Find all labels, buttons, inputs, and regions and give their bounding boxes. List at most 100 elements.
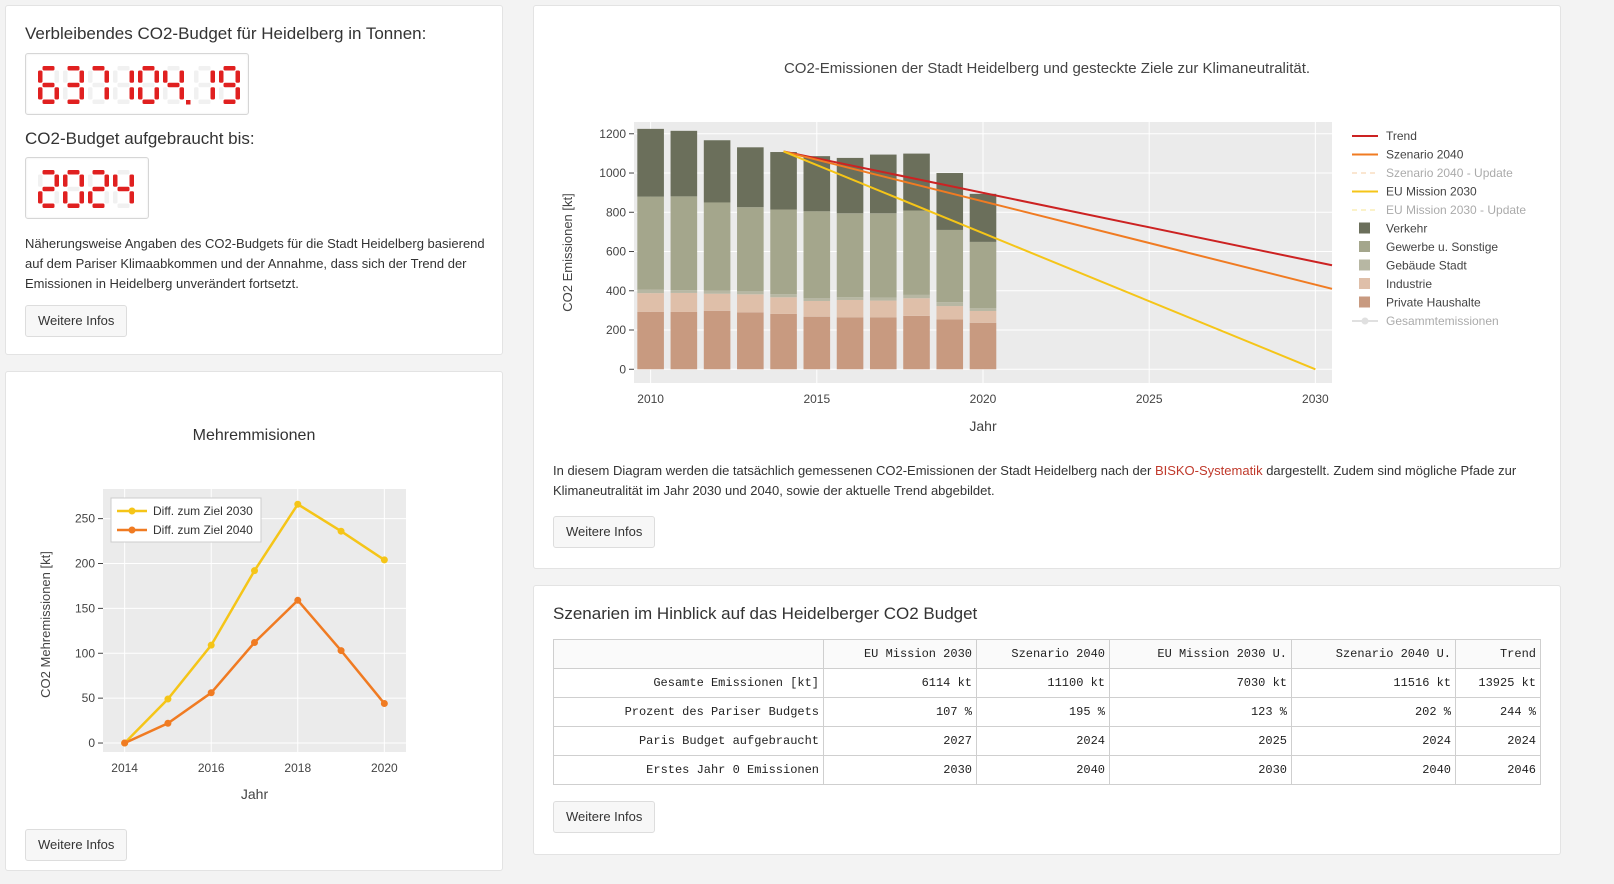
chart-title: CO2-Emissionen der Stadt Heidelberg und … bbox=[784, 60, 1310, 77]
legend-label: Szenario 2040 bbox=[1386, 148, 1464, 162]
table-cell: 107 % bbox=[823, 697, 977, 727]
bar-segment bbox=[803, 300, 831, 317]
lcd-segment-off bbox=[88, 70, 93, 83]
legend-marker-swatch bbox=[128, 526, 136, 534]
y-tick-label: 0 bbox=[619, 362, 626, 376]
bar-segment bbox=[737, 312, 764, 370]
x-axis-label: Jahr bbox=[241, 786, 269, 802]
bar-segment bbox=[803, 298, 831, 301]
lcd-segment bbox=[210, 87, 215, 100]
bar-segment bbox=[903, 298, 930, 316]
legend-item: EU Mission 2030 bbox=[1352, 185, 1477, 199]
lcd-segment bbox=[79, 191, 84, 204]
table-cell: 2024 bbox=[976, 726, 1110, 756]
bar-segment bbox=[770, 297, 797, 314]
lcd-segment-off bbox=[219, 87, 224, 100]
data-point bbox=[337, 647, 345, 655]
bar-segment bbox=[703, 290, 731, 294]
y-tick-label: 250 bbox=[75, 512, 95, 526]
lcd-segment-off bbox=[167, 66, 180, 71]
legend-item: Private Haushalte bbox=[1359, 296, 1481, 310]
lcd-digit bbox=[163, 66, 184, 104]
legend-item: EU Mission 2030 - Update bbox=[1352, 203, 1526, 217]
legend-box-swatch bbox=[1359, 296, 1370, 308]
lcd-segment-off bbox=[104, 191, 109, 204]
lcd-decimal-point bbox=[186, 100, 191, 105]
main-more-info-button[interactable]: Weitere Infos bbox=[553, 516, 656, 548]
bar-segment bbox=[637, 311, 664, 370]
lcd-segment bbox=[92, 66, 105, 71]
lcd-segment-off bbox=[113, 70, 118, 83]
lcd-segment bbox=[117, 186, 130, 192]
bar-segment bbox=[703, 310, 731, 370]
table-cell: 2024 bbox=[1455, 726, 1541, 756]
table-cell: 7030 kt bbox=[1109, 668, 1292, 698]
legend-marker-swatch bbox=[1361, 317, 1369, 325]
bisko-link[interactable]: BISKO-Systematik bbox=[1154, 463, 1263, 478]
data-point bbox=[207, 689, 215, 697]
bar-segment bbox=[703, 202, 731, 291]
table-row: Gesamte Emissionen [kt] 6114 kt 11100 kt… bbox=[553, 668, 1541, 698]
lcd-segment bbox=[67, 99, 80, 104]
lcd-segment bbox=[38, 191, 43, 204]
bar-segment bbox=[969, 322, 997, 370]
y-tick-label: 0 bbox=[88, 736, 95, 750]
emissions-chart: CO2-Emissionen der Stadt Heidelberg und … bbox=[560, 60, 1526, 434]
table-header-cell: EU Mission 2030 U. bbox=[1109, 639, 1292, 669]
scenarios-title: Szenarien im Hinblick auf das Heidelberg… bbox=[553, 604, 978, 623]
legend-label: Trend bbox=[1386, 129, 1417, 143]
data-point bbox=[294, 596, 302, 604]
lcd-segment-off bbox=[92, 99, 105, 104]
lcd-segment bbox=[179, 70, 184, 83]
table-header-cell: Szenario 2040 bbox=[976, 639, 1110, 669]
lcd-segment bbox=[88, 191, 93, 204]
budget-until-label: CO2-Budget aufgebraucht bis: bbox=[25, 129, 255, 148]
lcd-segment bbox=[92, 186, 105, 192]
lcd-segment bbox=[167, 82, 180, 88]
lcd-segment bbox=[142, 99, 155, 104]
scenarios-more-info-button[interactable]: Weitere Infos bbox=[553, 801, 656, 833]
legend-box-swatch bbox=[1359, 259, 1370, 271]
bar-segment bbox=[670, 311, 698, 370]
scenario-line bbox=[783, 150, 1316, 371]
table-cell: 2040 bbox=[1291, 755, 1456, 785]
lcd-segment bbox=[113, 174, 118, 187]
legend-item: Gewerbe u. Sonstige bbox=[1359, 240, 1498, 254]
y-tick-label: 400 bbox=[606, 284, 626, 298]
bar-segment bbox=[637, 293, 664, 312]
legend-label: Verkehr bbox=[1386, 222, 1427, 236]
lcd-digit bbox=[88, 170, 109, 208]
lcd-segment bbox=[223, 99, 236, 104]
bar-segment bbox=[869, 300, 897, 318]
mehremissionen-more-info-button[interactable]: Weitere Infos bbox=[25, 829, 128, 861]
lcd-segment-off bbox=[54, 70, 59, 83]
table-row: Paris Budget aufgebraucht 2027 2024 2025… bbox=[553, 726, 1541, 756]
table-header-row: EU Mission 2030 Szenario 2040 EU Mission… bbox=[553, 639, 1541, 669]
y-tick-label: 100 bbox=[75, 646, 95, 660]
lcd-segment-off bbox=[163, 87, 168, 100]
x-tick-label: 2030 bbox=[1302, 392, 1329, 406]
table-cell: 195 % bbox=[976, 697, 1110, 727]
budget-label: Verbleibendes CO2-Budget für Heidelberg … bbox=[25, 24, 427, 43]
scenarios-panel: Szenarien im Hinblick auf das Heidelberg… bbox=[533, 585, 1561, 855]
bar-segment bbox=[737, 294, 764, 313]
legend-label: Gebäude Stadt bbox=[1386, 259, 1467, 273]
x-tick-label: 2025 bbox=[1136, 392, 1163, 406]
budget-more-info-button[interactable]: Weitere Infos bbox=[25, 305, 128, 337]
table-cell: 244 % bbox=[1455, 697, 1541, 727]
lcd-segment bbox=[129, 191, 134, 204]
bar-segment bbox=[637, 128, 664, 197]
y-tick-label: 200 bbox=[606, 323, 626, 337]
y-tick-label: 150 bbox=[75, 601, 95, 615]
bar-segment bbox=[670, 292, 698, 312]
table-cell: 6114 kt bbox=[823, 668, 977, 698]
bar-segment bbox=[737, 291, 764, 295]
table-header-cell bbox=[553, 639, 824, 669]
data-point bbox=[164, 719, 172, 727]
bar-segment bbox=[836, 317, 864, 370]
lcd-segment bbox=[210, 70, 215, 83]
lcd-segment bbox=[154, 87, 159, 100]
lcd-segment bbox=[63, 191, 68, 204]
data-point bbox=[380, 700, 388, 708]
lcd-segment-off bbox=[92, 82, 105, 88]
